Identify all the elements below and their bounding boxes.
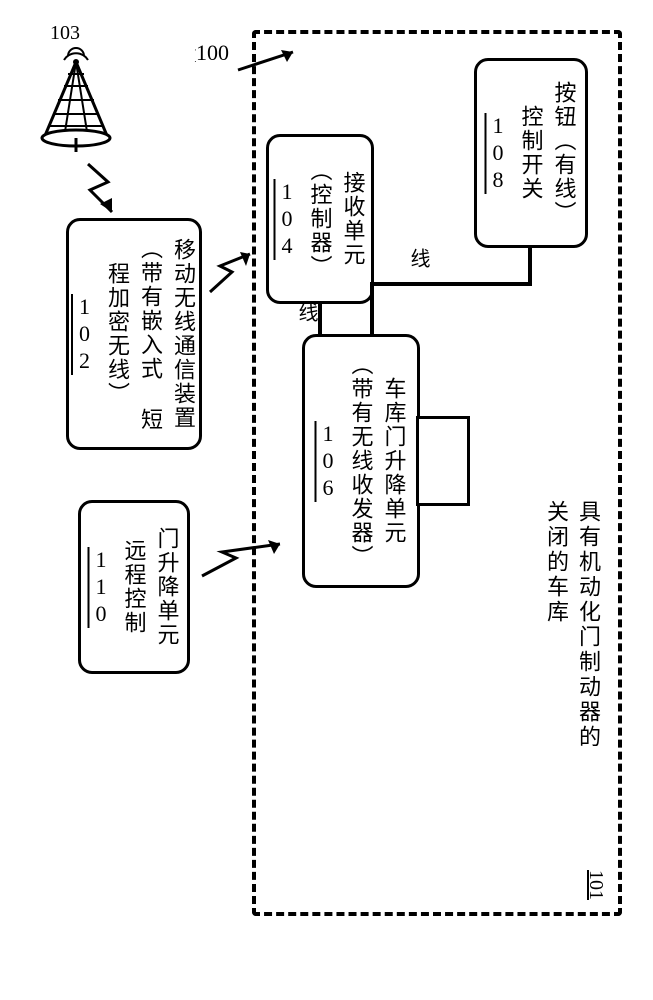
- block-102-mobile-device: 移动无线通信装置 （带有嵌入式 短程加密无线） 102: [66, 218, 202, 450]
- block-110-remote-control: 门升降单元 远程控制 110: [78, 500, 190, 674]
- antenna-number: 103: [50, 22, 80, 45]
- block-108-text: 按钮（有线） 控制开关 108: [482, 67, 581, 239]
- wire-108-down: [528, 246, 532, 286]
- wire-108-left: [370, 282, 532, 286]
- diagram-stage: 100 100 103: [0, 0, 653, 1000]
- rf-bolt-110-to-106: [196, 540, 296, 595]
- block-104-text: 接收单元 （控制器） 104: [271, 143, 370, 295]
- wire-108-into-106: [370, 282, 374, 336]
- antenna-icon: [28, 40, 138, 165]
- door-post: [416, 416, 470, 506]
- block-108-button-switch: 按钮（有线） 控制开关 108: [474, 58, 588, 248]
- block-110-text: 门升降单元 远程控制 110: [85, 509, 184, 665]
- wire-label-108-106: 线: [404, 248, 433, 270]
- block-106-door-lift-unit: 车库门升降单元 （带有无线收发器） 106: [302, 334, 420, 588]
- rf-bolt-102-to-104: [206, 252, 266, 307]
- system-number-label: 100: [196, 40, 229, 66]
- block-106-text: 车库门升降单元 （带有无线收发器） 106: [312, 343, 411, 579]
- garage-number: 101: [584, 870, 607, 900]
- block-102-text: 移动无线通信装置 （带有嵌入式 短程加密无线） 102: [68, 227, 200, 441]
- garage-caption: 具有机动化门制动器的 关闭的车库: [540, 500, 604, 750]
- block-104-receiver: 接收单元 （控制器） 104: [266, 134, 374, 304]
- wire-label-104-106: 线: [292, 302, 321, 324]
